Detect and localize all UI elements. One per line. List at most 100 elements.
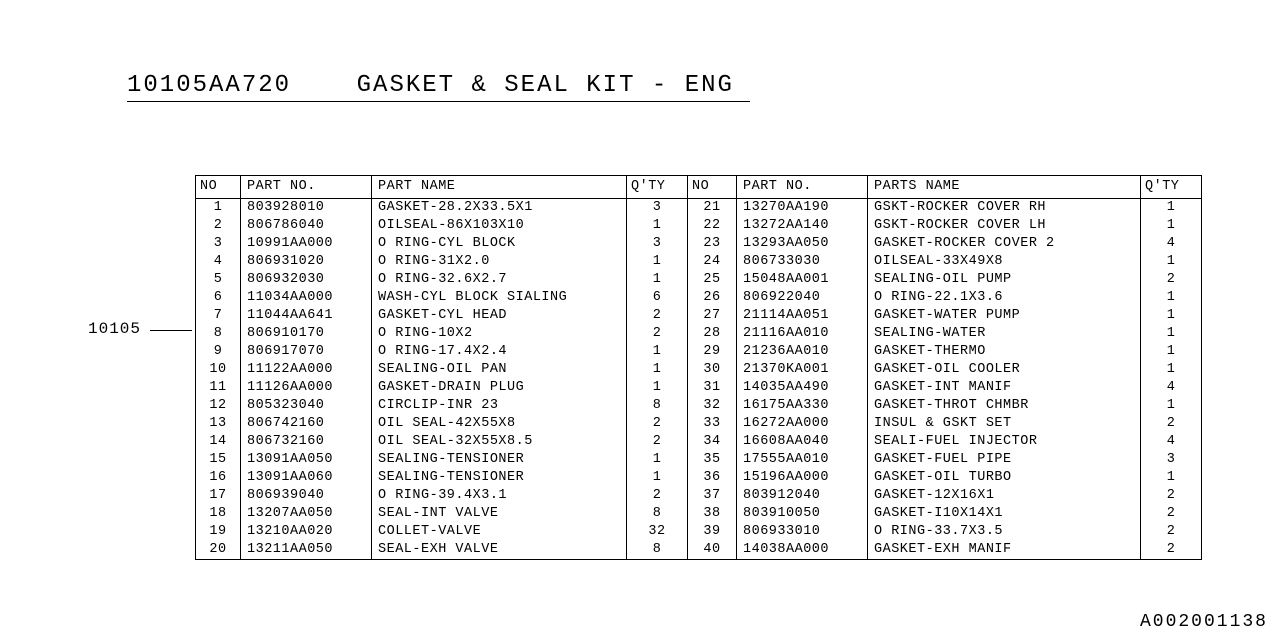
table-row: 1913210AA020COLLET-VALVE3239806933010O R… bbox=[196, 523, 1202, 541]
cell-part-name-2: GASKET-WATER PUMP bbox=[868, 307, 1141, 325]
cell-qty-2: 1 bbox=[1141, 217, 1202, 235]
cell-part-name: GASKET-28.2X33.5X1 bbox=[372, 199, 627, 218]
header-part-name: PART NAME bbox=[372, 176, 627, 199]
cell-part-no: 13091AA060 bbox=[241, 469, 372, 487]
cell-part-name: GASKET-CYL HEAD bbox=[372, 307, 627, 325]
cell-no-2: 36 bbox=[688, 469, 737, 487]
cell-part-name: SEAL-EXH VALVE bbox=[372, 541, 627, 560]
cell-part-no-2: 806922040 bbox=[737, 289, 868, 307]
cell-part-no-2: 15196AA000 bbox=[737, 469, 868, 487]
cell-qty: 2 bbox=[627, 325, 688, 343]
title-desc: GASKET & SEAL KIT - ENG bbox=[357, 72, 734, 99]
cell-part-name: CIRCLIP-INR 23 bbox=[372, 397, 627, 415]
cell-no: 17 bbox=[196, 487, 241, 505]
cell-no: 19 bbox=[196, 523, 241, 541]
side-reference-label: 10105 bbox=[88, 320, 141, 338]
cell-no-2: 40 bbox=[688, 541, 737, 560]
cell-no-2: 38 bbox=[688, 505, 737, 523]
cell-no: 5 bbox=[196, 271, 241, 289]
cell-no-2: 23 bbox=[688, 235, 737, 253]
cell-qty: 1 bbox=[627, 361, 688, 379]
table-row: 711044AA641GASKET-CYL HEAD22721114AA051G… bbox=[196, 307, 1202, 325]
cell-part-no-2: 15048AA001 bbox=[737, 271, 868, 289]
cell-no: 20 bbox=[196, 541, 241, 560]
cell-no: 18 bbox=[196, 505, 241, 523]
cell-no: 6 bbox=[196, 289, 241, 307]
table-row: 1613091AA060SEALING-TENSIONER13615196AA0… bbox=[196, 469, 1202, 487]
cell-part-no: 11044AA641 bbox=[241, 307, 372, 325]
cell-part-no-2: 13272AA140 bbox=[737, 217, 868, 235]
cell-qty-2: 2 bbox=[1141, 523, 1202, 541]
cell-no: 1 bbox=[196, 199, 241, 218]
cell-qty-2: 2 bbox=[1141, 505, 1202, 523]
cell-part-name-2: GASKET-THERMO bbox=[868, 343, 1141, 361]
table-row: 17806939040O RING-39.4X3.1237803912040GA… bbox=[196, 487, 1202, 505]
cell-part-name: SEALING-TENSIONER bbox=[372, 451, 627, 469]
cell-qty-2: 2 bbox=[1141, 415, 1202, 433]
cell-part-no-2: 21236AA010 bbox=[737, 343, 868, 361]
cell-qty-2: 4 bbox=[1141, 433, 1202, 451]
cell-qty-2: 1 bbox=[1141, 361, 1202, 379]
cell-qty: 1 bbox=[627, 379, 688, 397]
cell-part-name-2: GASKET-OIL COOLER bbox=[868, 361, 1141, 379]
cell-part-name-2: OILSEAL-33X49X8 bbox=[868, 253, 1141, 271]
cell-part-no-2: 806933010 bbox=[737, 523, 868, 541]
cell-part-name: SEAL-INT VALVE bbox=[372, 505, 627, 523]
cell-part-name: GASKET-DRAIN PLUG bbox=[372, 379, 627, 397]
cell-part-no-2: 16272AA000 bbox=[737, 415, 868, 433]
cell-no-2: 31 bbox=[688, 379, 737, 397]
cell-qty-2: 2 bbox=[1141, 541, 1202, 560]
cell-part-no-2: 16175AA330 bbox=[737, 397, 868, 415]
table-row: 2013211AA050SEAL-EXH VALVE84014038AA000G… bbox=[196, 541, 1202, 560]
cell-qty-2: 1 bbox=[1141, 289, 1202, 307]
cell-no-2: 32 bbox=[688, 397, 737, 415]
cell-part-name: OILSEAL-86X103X10 bbox=[372, 217, 627, 235]
cell-qty: 3 bbox=[627, 199, 688, 218]
cell-qty: 1 bbox=[627, 451, 688, 469]
table-header-row: NO PART NO. PART NAME Q'TY NO PART NO. P… bbox=[196, 176, 1202, 199]
table-row: 1011122AA000SEALING-OIL PAN13021370KA001… bbox=[196, 361, 1202, 379]
cell-part-name-2: GASKET-OIL TURBO bbox=[868, 469, 1141, 487]
cell-part-no: 11122AA000 bbox=[241, 361, 372, 379]
cell-part-no: 806742160 bbox=[241, 415, 372, 433]
cell-part-name: SEALING-OIL PAN bbox=[372, 361, 627, 379]
table-row: 1803928010GASKET-28.2X33.5X132113270AA19… bbox=[196, 199, 1202, 218]
cell-part-no: 13091AA050 bbox=[241, 451, 372, 469]
cell-part-no: 13211AA050 bbox=[241, 541, 372, 560]
cell-part-no-2: 803912040 bbox=[737, 487, 868, 505]
cell-qty: 2 bbox=[627, 487, 688, 505]
cell-no-2: 34 bbox=[688, 433, 737, 451]
cell-part-name-2: O RING-33.7X3.5 bbox=[868, 523, 1141, 541]
cell-part-no: 10991AA000 bbox=[241, 235, 372, 253]
cell-qty: 3 bbox=[627, 235, 688, 253]
cell-part-no: 806732160 bbox=[241, 433, 372, 451]
page: 10105AA720 GASKET & SEAL KIT - ENG 10105… bbox=[0, 0, 1280, 640]
cell-part-name-2: GASKET-12X16X1 bbox=[868, 487, 1141, 505]
cell-part-name: OIL SEAL-32X55X8.5 bbox=[372, 433, 627, 451]
header-parts-name: PARTS NAME bbox=[868, 176, 1141, 199]
cell-qty-2: 1 bbox=[1141, 199, 1202, 218]
header-no-2: NO bbox=[688, 176, 737, 199]
cell-part-no: 806931020 bbox=[241, 253, 372, 271]
cell-no: 9 bbox=[196, 343, 241, 361]
cell-part-no: 806910170 bbox=[241, 325, 372, 343]
cell-part-name: O RING-39.4X3.1 bbox=[372, 487, 627, 505]
title-block: 10105AA720 GASKET & SEAL KIT - ENG bbox=[127, 72, 750, 102]
cell-no-2: 35 bbox=[688, 451, 737, 469]
cell-no-2: 33 bbox=[688, 415, 737, 433]
table-row: 12805323040CIRCLIP-INR 2383216175AA330GA… bbox=[196, 397, 1202, 415]
cell-part-name: O RING-CYL BLOCK bbox=[372, 235, 627, 253]
cell-qty: 2 bbox=[627, 433, 688, 451]
cell-qty: 6 bbox=[627, 289, 688, 307]
cell-qty: 1 bbox=[627, 253, 688, 271]
cell-part-name: OIL SEAL-42X55X8 bbox=[372, 415, 627, 433]
cell-part-no-2: 13270AA190 bbox=[737, 199, 868, 218]
cell-qty: 1 bbox=[627, 343, 688, 361]
table-row: 14806732160OIL SEAL-32X55X8.523416608AA0… bbox=[196, 433, 1202, 451]
cell-part-name-2: GASKET-FUEL PIPE bbox=[868, 451, 1141, 469]
cell-part-no-2: 14035AA490 bbox=[737, 379, 868, 397]
cell-part-name-2: SEALING-OIL PUMP bbox=[868, 271, 1141, 289]
footer-drawing-code: A002001138 bbox=[1140, 612, 1268, 632]
cell-part-no-2: 806733030 bbox=[737, 253, 868, 271]
cell-no-2: 30 bbox=[688, 361, 737, 379]
